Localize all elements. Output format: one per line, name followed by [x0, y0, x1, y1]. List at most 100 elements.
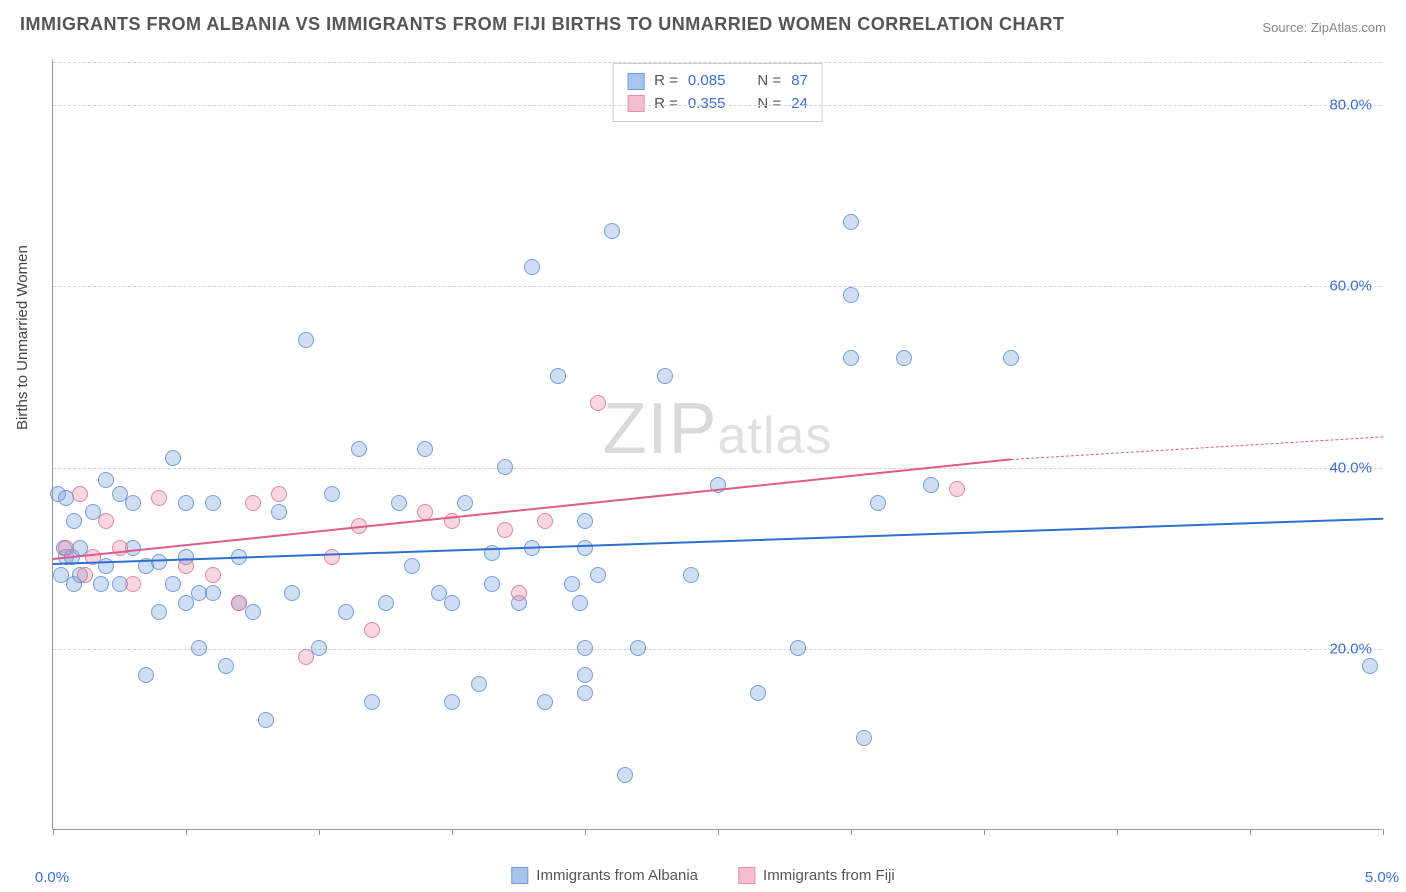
scatter-point — [444, 694, 460, 710]
scatter-point — [870, 495, 886, 511]
scatter-point — [245, 495, 261, 511]
gridline-h — [53, 62, 1382, 63]
x-tick — [851, 829, 852, 835]
scatter-point — [577, 640, 593, 656]
y-tick-label: 60.0% — [1329, 278, 1372, 295]
scatter-point — [417, 441, 433, 457]
scatter-point — [311, 640, 327, 656]
x-tick — [452, 829, 453, 835]
scatter-point — [205, 585, 221, 601]
scatter-point — [165, 450, 181, 466]
scatter-point — [205, 567, 221, 583]
legend-n-label: N = — [757, 93, 781, 116]
legend-r-label: R = — [654, 70, 678, 93]
scatter-point — [843, 350, 859, 366]
gridline-h — [53, 649, 1382, 650]
scatter-point — [338, 604, 354, 620]
scatter-point — [324, 486, 340, 502]
scatter-point — [564, 576, 580, 592]
scatter-point — [245, 604, 261, 620]
watermark: ZIPatlas — [603, 388, 833, 470]
scatter-point — [457, 495, 473, 511]
chart-title: IMMIGRANTS FROM ALBANIA VS IMMIGRANTS FR… — [20, 14, 1064, 35]
x-tick — [319, 829, 320, 835]
scatter-point — [617, 767, 633, 783]
legend-item: Immigrants from Fiji — [738, 867, 895, 884]
scatter-point — [77, 567, 93, 583]
scatter-point — [66, 513, 82, 529]
x-tick-label: 0.0% — [35, 869, 69, 886]
scatter-point — [577, 540, 593, 556]
scatter-point — [378, 595, 394, 611]
source-link[interactable]: ZipAtlas.com — [1311, 20, 1386, 35]
scatter-point — [497, 522, 513, 538]
scatter-point — [284, 585, 300, 601]
scatter-point — [364, 622, 380, 638]
scatter-point — [577, 667, 593, 683]
scatter-point — [178, 495, 194, 511]
scatter-point — [298, 649, 314, 665]
gridline-h — [53, 468, 1382, 469]
scatter-point — [657, 368, 673, 384]
scatter-point — [537, 513, 553, 529]
legend-label: Immigrants from Fiji — [763, 867, 895, 884]
scatter-point — [151, 554, 167, 570]
scatter-point — [72, 486, 88, 502]
trend-line — [53, 517, 1383, 564]
x-tick — [186, 829, 187, 835]
scatter-point — [165, 576, 181, 592]
y-tick-label: 20.0% — [1329, 640, 1372, 657]
scatter-point — [125, 495, 141, 511]
scatter-point — [511, 585, 527, 601]
y-tick-label: 80.0% — [1329, 97, 1372, 114]
source-attribution: Source: ZipAtlas.com — [1262, 20, 1386, 35]
trend-line — [1011, 436, 1383, 460]
scatter-point — [178, 558, 194, 574]
legend-n-value: 24 — [791, 93, 808, 116]
x-tick — [1250, 829, 1251, 835]
x-tick — [718, 829, 719, 835]
scatter-point — [98, 472, 114, 488]
scatter-point — [630, 640, 646, 656]
scatter-point — [471, 676, 487, 692]
legend-stats: R =0.085N =87R =0.355N =24 — [612, 63, 823, 122]
scatter-point — [205, 495, 221, 511]
scatter-point — [1362, 658, 1378, 674]
scatter-point — [258, 712, 274, 728]
x-tick — [585, 829, 586, 835]
legend-r-value: 0.085 — [688, 70, 726, 93]
scatter-point — [93, 576, 109, 592]
legend-swatch — [511, 867, 528, 884]
x-tick — [1383, 829, 1384, 835]
scatter-point — [271, 486, 287, 502]
scatter-point — [590, 567, 606, 583]
scatter-point — [112, 540, 128, 556]
scatter-point — [151, 490, 167, 506]
scatter-point — [351, 441, 367, 457]
legend-stat-row: R = 0.355 N = 24 — [627, 93, 808, 116]
scatter-point — [750, 685, 766, 701]
legend-item: Immigrants from Albania — [511, 867, 698, 884]
source-label: Source: — [1262, 20, 1307, 35]
scatter-point — [364, 694, 380, 710]
scatter-point — [404, 558, 420, 574]
scatter-point — [590, 395, 606, 411]
scatter-point — [218, 658, 234, 674]
scatter-point — [537, 694, 553, 710]
x-tick — [984, 829, 985, 835]
scatter-point — [191, 640, 207, 656]
legend-n-label: N = — [757, 70, 781, 93]
scatter-point — [843, 214, 859, 230]
scatter-point — [125, 576, 141, 592]
y-tick-label: 40.0% — [1329, 459, 1372, 476]
legend-label: Immigrants from Albania — [536, 867, 698, 884]
scatter-point — [271, 504, 287, 520]
legend-r-label: R = — [654, 93, 678, 116]
scatter-point — [324, 549, 340, 565]
legend-r-value: 0.355 — [688, 93, 726, 116]
scatter-point — [683, 567, 699, 583]
scatter-point — [923, 477, 939, 493]
scatter-point — [497, 459, 513, 475]
x-tick — [53, 829, 54, 835]
legend-swatch — [627, 95, 644, 112]
